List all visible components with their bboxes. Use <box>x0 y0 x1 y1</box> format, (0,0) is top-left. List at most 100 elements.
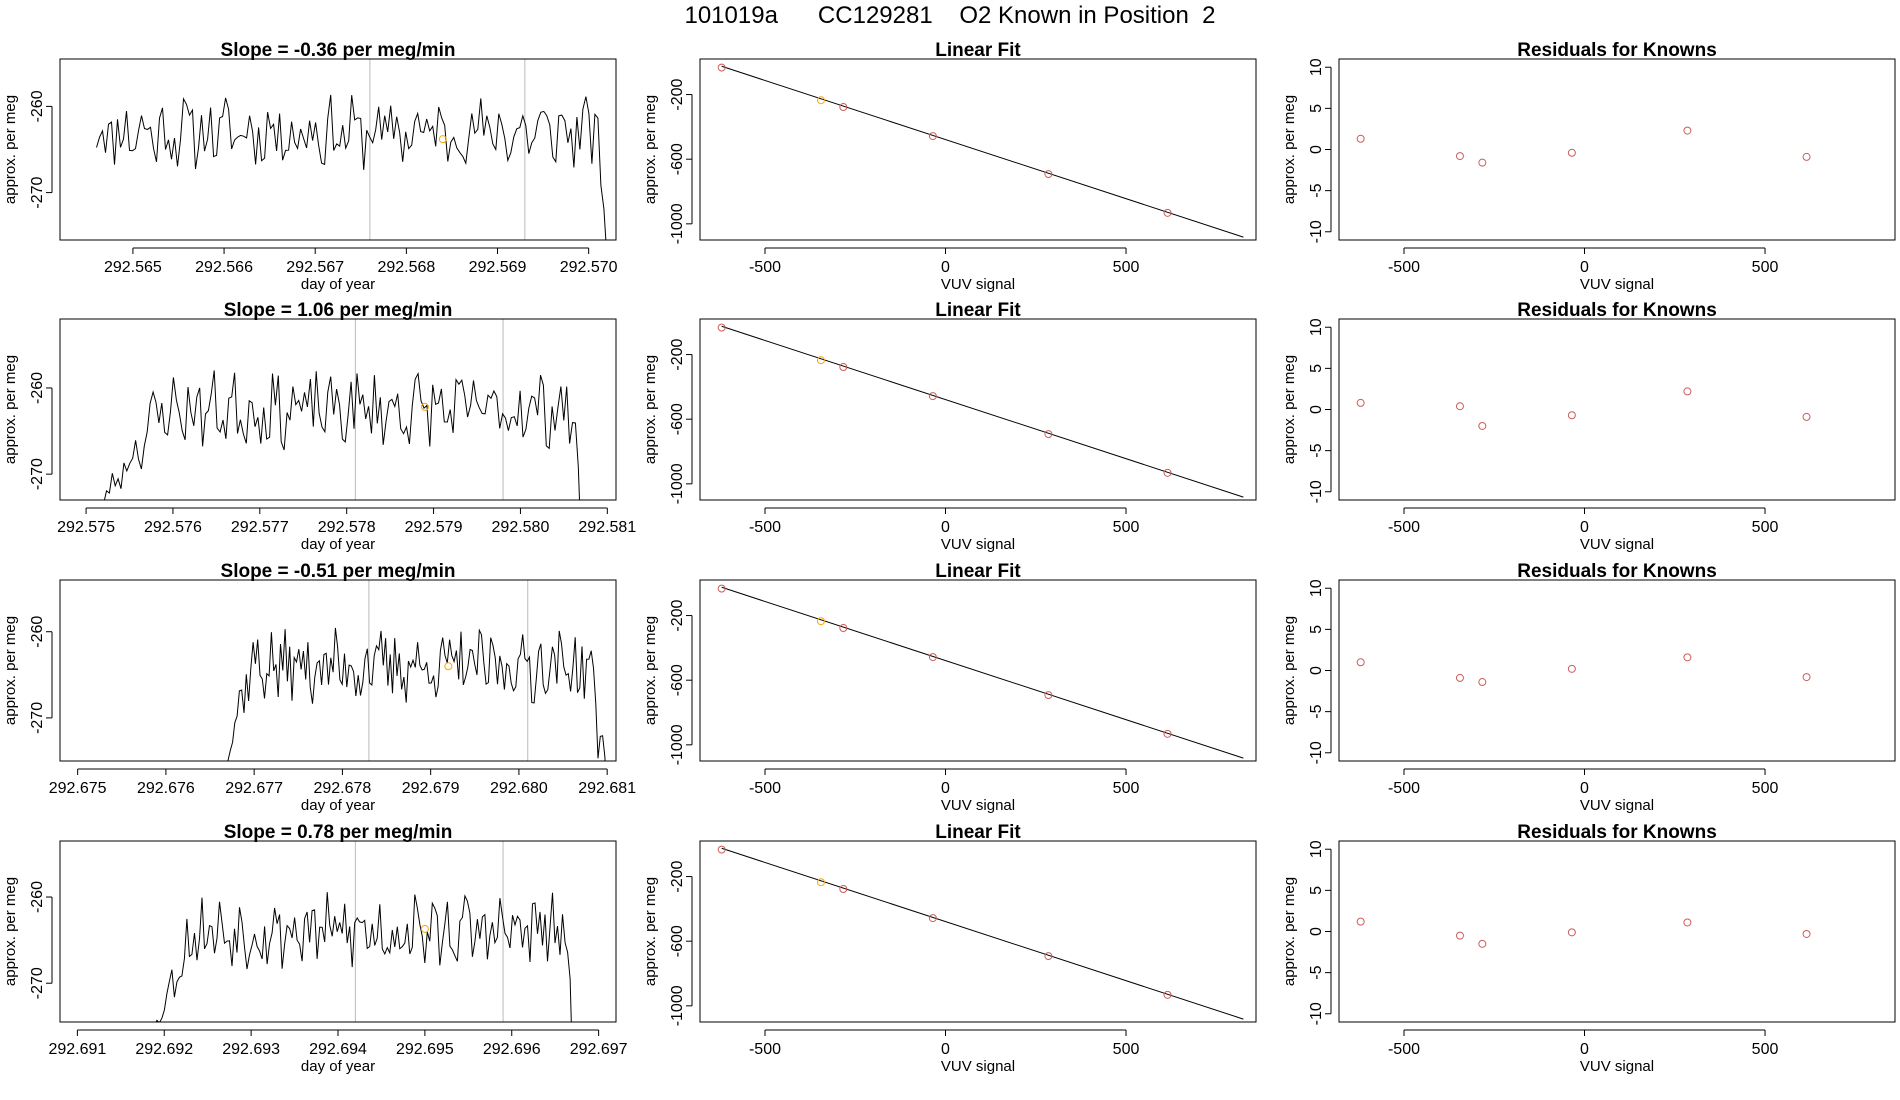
figure-title: 101019a CC129281 O2 Known in Position 2 <box>684 2 1216 29</box>
y-axis-label: approx. per meg <box>1281 877 1298 986</box>
panel-2-2: Linear Fit -500 0 500 VUV signal -200 -600 -100… <box>642 300 1257 553</box>
data-trace <box>227 627 606 761</box>
y-tick-label: -10 <box>1308 480 1325 503</box>
x-tick-label: 292.566 <box>195 259 253 276</box>
data-point <box>928 392 937 401</box>
panel-1-1: Slope = -0.36 per meg/min 292.565 292.566 2… <box>2 40 618 293</box>
x-tick-label: 292.577 <box>231 519 289 536</box>
data-point <box>1478 939 1487 948</box>
x-tick-label: 500 <box>1752 1041 1779 1058</box>
data-point <box>1356 658 1365 667</box>
panel-title: Linear Fit <box>935 300 1021 321</box>
plot-frame <box>699 579 1257 762</box>
x-tick-label: 500 <box>1113 259 1140 276</box>
y-tick-label: -5 <box>1308 965 1325 979</box>
x-tick-label: 292.581 <box>578 519 636 536</box>
data-point <box>816 617 825 626</box>
data-point <box>1163 468 1172 477</box>
x-tick-label: -500 <box>1388 780 1420 797</box>
y-tick-label: -5 <box>1308 183 1325 197</box>
plot-area <box>717 845 1244 1020</box>
data-point <box>1567 928 1576 937</box>
x-tick-label: 292.575 <box>57 519 115 536</box>
y-tick-label: -260 <box>29 372 46 404</box>
y-tick-label: -260 <box>29 616 46 648</box>
y-tick-label: -270 <box>29 967 46 999</box>
y-tick-label: -1000 <box>669 985 686 1026</box>
data-point <box>1455 152 1464 161</box>
data-point <box>1802 929 1811 938</box>
x-tick-label: 292.579 <box>405 519 463 536</box>
x-tick-label: 292.576 <box>144 519 202 536</box>
plot-area <box>717 63 1244 238</box>
panel-1-2: Linear Fit -500 0 500 VUV signal -200 -600 -100… <box>642 40 1257 293</box>
y-tick-label: -200 <box>669 860 686 892</box>
data-trace <box>96 94 607 240</box>
data-point <box>839 362 848 371</box>
y-tick-label: -600 <box>669 403 686 435</box>
plot-area <box>103 319 580 500</box>
data-point <box>1163 990 1172 999</box>
data-point <box>1044 170 1053 179</box>
data-point <box>1683 126 1692 135</box>
plot-area <box>1356 387 1811 430</box>
y-tick-label: -270 <box>29 176 46 208</box>
x-tick-label: 0 <box>941 780 950 797</box>
data-point <box>1044 952 1053 961</box>
x-axis-label: VUV signal <box>1580 536 1654 553</box>
x-tick-label: 0 <box>1580 780 1589 797</box>
data-point <box>1802 673 1811 682</box>
y-tick-label: 0 <box>1308 145 1325 154</box>
y-axis-label: approx. per meg <box>2 95 19 204</box>
panel-4-3: Residuals for Knowns -500 0 500 VUV signal 10… <box>1281 822 1896 1075</box>
plot-frame <box>59 58 617 241</box>
data-point <box>839 884 848 893</box>
panel-title: Residuals for Knowns <box>1517 561 1717 582</box>
x-tick-label: 500 <box>1113 780 1140 797</box>
data-point <box>1356 917 1365 926</box>
data-point <box>1478 158 1487 167</box>
x-tick-label: 500 <box>1752 519 1779 536</box>
panel-title: Residuals for Knowns <box>1517 300 1717 321</box>
x-axis-label: VUV signal <box>941 536 1015 553</box>
x-tick-label: -500 <box>749 519 781 536</box>
data-point <box>1567 664 1576 673</box>
panel-title: Slope = 1.06 per meg/min <box>224 300 453 321</box>
y-tick-label: -260 <box>29 881 46 913</box>
y-tick-label: 10 <box>1308 58 1325 76</box>
x-tick-label: 0 <box>941 259 950 276</box>
x-tick-label: 0 <box>1580 1041 1589 1058</box>
plot-area <box>155 841 572 1022</box>
x-tick-label: 292.675 <box>49 780 107 797</box>
x-axis-label: VUV signal <box>1580 1058 1654 1075</box>
highlight-point <box>420 402 429 411</box>
x-tick-label: 292.678 <box>313 780 371 797</box>
y-tick-label: -5 <box>1308 443 1325 457</box>
highlight-point <box>438 135 447 144</box>
y-axis-label: approx. per meg <box>1281 355 1298 464</box>
panel-3-1: Slope = -0.51 per meg/min 292.675 292.676 2… <box>2 561 636 814</box>
panel-title: Linear Fit <box>935 822 1021 843</box>
data-point <box>928 914 937 923</box>
plot-frame <box>59 840 617 1023</box>
panel-3-3: Residuals for Knowns -500 0 500 VUV signal 10… <box>1281 561 1896 814</box>
x-tick-label: 292.578 <box>318 519 376 536</box>
data-point <box>717 845 726 854</box>
x-axis-label: VUV signal <box>941 276 1015 293</box>
y-tick-label: -5 <box>1308 704 1325 718</box>
y-tick-label: 5 <box>1308 625 1325 634</box>
data-point <box>839 623 848 632</box>
data-point <box>1455 931 1464 940</box>
y-tick-label: 0 <box>1308 405 1325 414</box>
x-tick-label: -500 <box>1388 1041 1420 1058</box>
data-point <box>816 878 825 887</box>
fit-line <box>721 847 1244 1020</box>
x-tick-label: -500 <box>1388 259 1420 276</box>
x-tick-label: 292.677 <box>225 780 283 797</box>
y-tick-label: -600 <box>669 664 686 696</box>
plot-frame <box>699 318 1257 501</box>
data-point <box>839 102 848 111</box>
plot-frame <box>1338 318 1896 501</box>
y-tick-label: 5 <box>1308 886 1325 895</box>
